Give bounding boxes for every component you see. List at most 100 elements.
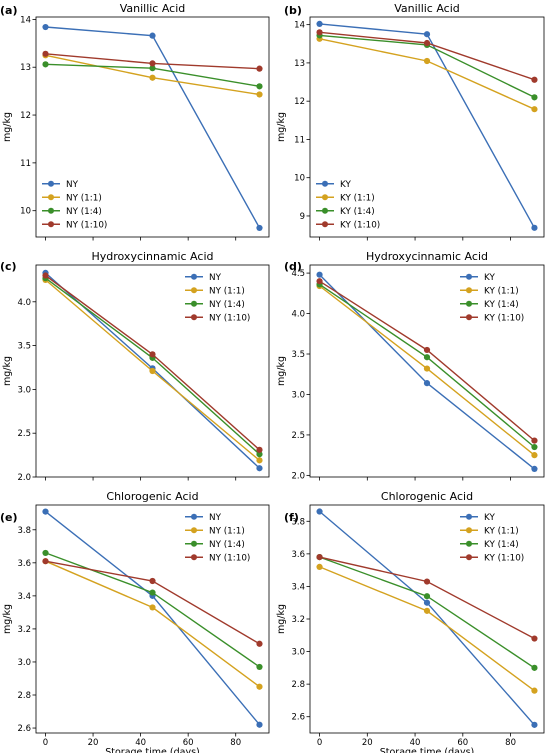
legend-label: KY (340, 180, 351, 190)
data-point (42, 50, 49, 57)
panel-label: (e) (0, 511, 18, 524)
legend-marker (466, 287, 472, 294)
data-point (423, 365, 431, 372)
legend-label: NY (66, 180, 79, 190)
data-point (316, 278, 323, 285)
y-tick-label: 3.0 (17, 658, 31, 668)
chart-title: Vanillic Acid (120, 2, 186, 15)
data-point (423, 593, 431, 600)
data-point (316, 563, 323, 570)
y-tick-label: 3.8 (17, 526, 31, 536)
data-point (149, 604, 156, 611)
legend-marker (466, 540, 472, 547)
legend-label: KY (1:4) (340, 207, 375, 217)
series-line (319, 38, 535, 110)
y-tick-label: 13 (294, 59, 305, 69)
legend-marker (191, 513, 197, 520)
legend-marker (191, 273, 197, 280)
data-point (423, 599, 431, 606)
y-tick-label: 9 (300, 212, 305, 222)
x-tick-label: 0 (43, 738, 48, 748)
legend-label: KY (1:4) (484, 300, 519, 310)
plot-frame (309, 16, 545, 238)
legend-label: KY (1:10) (484, 313, 524, 323)
data-point (256, 65, 263, 72)
data-point (423, 57, 431, 65)
y-axis-label: mg/kg (2, 604, 13, 634)
panel-4: (e) Chlorogenic Acid mg/kg Storage time (da… (0, 490, 270, 753)
chart-title: Chlorogenic Acid (381, 490, 473, 503)
panel-5: (f) Chlorogenic Acid mg/kg Storage time (da… (276, 490, 545, 753)
y-tick-label: 3.5 (17, 342, 31, 352)
data-point (423, 31, 431, 38)
legend-marker (191, 314, 197, 321)
legend-label: KY (484, 513, 495, 523)
y-tick-label: 2.8 (17, 691, 31, 701)
legend: NY NY (1:1) NY (1:4) NY (1:10) (185, 513, 250, 563)
data-point (256, 224, 263, 232)
y-tick-label: 2.5 (291, 431, 305, 441)
legend-marker (48, 221, 54, 228)
panel-label: (c) (0, 260, 17, 273)
data-point (256, 640, 263, 647)
x-axis-label: Storage time (days) (105, 747, 200, 753)
legend-marker (191, 300, 197, 307)
data-point (149, 589, 156, 596)
y-axis-label: mg/kg (2, 356, 13, 386)
legend-marker (466, 314, 472, 321)
plot-frame (309, 264, 545, 478)
y-tick-label: 2.5 (17, 429, 31, 439)
y-tick-label: 3.6 (291, 550, 305, 560)
legend-marker (466, 300, 472, 307)
panel-0: (a) Vanillic Acid mg/kg 10 11 12 13 14 NY NY (1:1… (0, 2, 270, 241)
data-point (423, 578, 431, 585)
data-point (149, 65, 156, 72)
data-point (423, 607, 431, 614)
x-axis-label: Storage time (days) (380, 747, 475, 753)
data-point (423, 380, 431, 387)
legend-label: KY (1:1) (484, 286, 519, 296)
legend-marker (322, 180, 328, 187)
y-axis-label: mg/kg (276, 112, 287, 142)
x-tick-label: 20 (88, 738, 99, 748)
series-line (45, 560, 260, 645)
data-point (316, 508, 323, 515)
y-tick-label: 3.0 (291, 648, 305, 658)
data-point (256, 83, 263, 90)
data-point (149, 351, 156, 358)
plot-frame (35, 504, 270, 734)
data-point (316, 271, 323, 278)
y-tick-label: 11 (20, 159, 31, 169)
data-point (256, 663, 263, 671)
y-tick-label: 3.0 (17, 385, 31, 395)
legend-marker (322, 207, 328, 214)
legend-label: NY (1:4) (66, 207, 102, 217)
legend-marker (466, 527, 472, 534)
data-point (256, 683, 263, 690)
y-tick-label: 2.8 (291, 680, 305, 690)
legend-label: NY (1:4) (209, 300, 245, 310)
y-tick-label: 4.5 (291, 269, 305, 279)
x-tick-label: 20 (362, 738, 373, 748)
y-tick-label: 3.8 (291, 517, 305, 527)
legend-label: NY (209, 513, 222, 523)
legend-marker (48, 194, 54, 201)
x-tick-label: 60 (457, 738, 468, 748)
y-tick-label: 2.0 (17, 473, 31, 483)
series-line (319, 566, 535, 692)
legend-marker (48, 207, 54, 214)
panel-label: (b) (284, 4, 302, 17)
data-point (531, 443, 538, 451)
panel-label: (d) (284, 260, 302, 273)
data-point (423, 39, 431, 47)
legend-label: NY (1:1) (209, 526, 245, 536)
y-tick-label: 11 (294, 135, 305, 145)
data-point (256, 465, 263, 472)
data-point (531, 465, 538, 473)
legend-label: NY (1:10) (209, 313, 250, 323)
legend-marker (466, 554, 472, 561)
legend-marker (191, 540, 197, 547)
data-point (149, 577, 156, 585)
legend-label: NY (1:1) (209, 286, 245, 296)
data-point (423, 346, 431, 354)
